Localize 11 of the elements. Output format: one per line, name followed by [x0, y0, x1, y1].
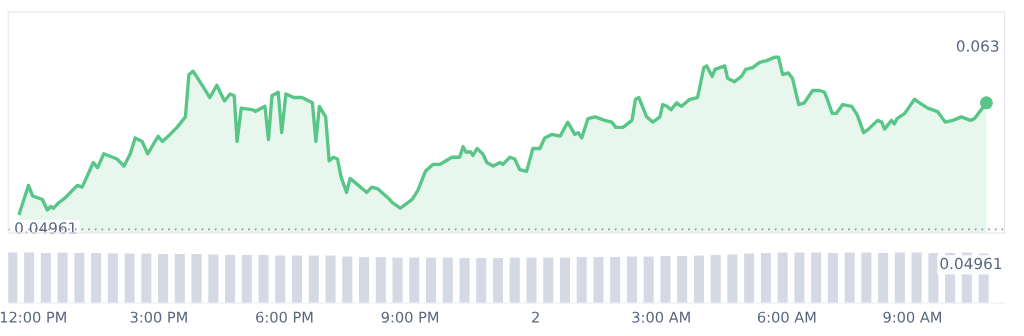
x-tick-label: 6:00 AM: [757, 311, 816, 323]
annotation: 0.04961: [15, 222, 76, 234]
x-tick-label: 9:00 AM: [883, 311, 941, 323]
x-tick-label: 2: [532, 311, 539, 323]
annotation: 0.04961: [940, 257, 1002, 270]
x-tick-label: 6:00 PM: [256, 311, 313, 323]
x-tick-label: 12:00 PM: [0, 311, 66, 323]
text: 0.063: [956, 40, 999, 52]
x-tick-label: 9:00 PM: [381, 311, 439, 323]
x-tick-label: 3:00 AM: [632, 311, 690, 323]
x-tick-label: 3:00 PM: [130, 311, 187, 323]
